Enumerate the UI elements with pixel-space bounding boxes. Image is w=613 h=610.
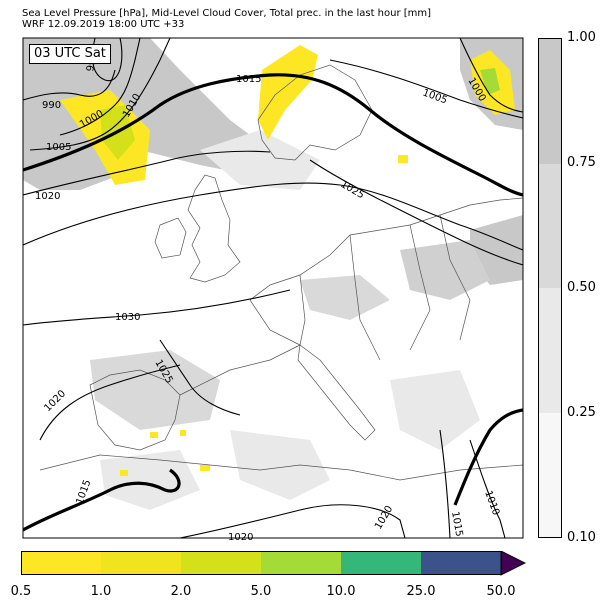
cloud-colorbar-band (539, 39, 561, 164)
precip-colorbar-segment (341, 551, 421, 575)
cloud-colorbar-band (539, 288, 561, 413)
coastline-africa (39, 454, 523, 481)
precip-tick-label: 0.5 (10, 584, 32, 599)
isobar-1015-bold-east (453, 408, 523, 506)
precip-tick-label: 1.0 (90, 584, 112, 599)
border (299, 274, 306, 346)
precip-colorbar-segment (181, 551, 261, 575)
precip-colorbar (21, 551, 526, 576)
isobar-990 (23, 69, 116, 101)
cloud-tick-label: 0.75 (567, 155, 596, 170)
isobar-1000-east (459, 38, 523, 113)
isobar-label: 1015 (236, 74, 261, 85)
precip-tick-label: 50.0 (486, 584, 516, 599)
precip-area (398, 155, 408, 163)
isobar-1000 (59, 38, 141, 136)
isobar-label: 1020 (228, 532, 253, 543)
precip-colorbar-segment (21, 551, 101, 575)
precip-tick-label: 25.0 (406, 584, 436, 599)
isobar-1015-east (439, 429, 451, 538)
border (409, 224, 431, 351)
precip-colorbar-frame (21, 551, 502, 575)
isobar-label: 1005 (46, 142, 71, 153)
isobar-1005 (29, 38, 171, 151)
cloud-tick-label: 0.10 (567, 530, 596, 545)
isobar-1015-bold (23, 73, 523, 197)
precip-area (258, 45, 318, 140)
cloud-area (23, 100, 130, 190)
precip-colorbar-segment (101, 551, 181, 575)
isobar-1005-east (329, 59, 523, 119)
cloud-area (400, 240, 490, 300)
cloud-area (390, 370, 480, 450)
coastline-britain (187, 174, 241, 283)
isobar-1025-west (23, 182, 523, 251)
map-frame (22, 37, 524, 539)
precip-area (180, 430, 186, 436)
precip-tick-label: 10.0 (326, 584, 356, 599)
coastline-italy (297, 344, 376, 441)
isobar-1020-south (39, 364, 181, 441)
border (349, 234, 381, 361)
cloud-area (23, 38, 270, 175)
cloud-area (300, 275, 390, 320)
isobar-1015-bold-south (23, 468, 181, 532)
precip-area (120, 470, 128, 476)
isobar-1020-bottom (179, 504, 406, 538)
cloud-area (90, 350, 220, 430)
precip-area (150, 432, 158, 438)
precip-colorbar-extend (500, 551, 526, 576)
isobars-thin (23, 38, 523, 538)
isobar-1020 (23, 150, 271, 196)
forecast-time-badge: 03 UTC Sat (29, 44, 111, 64)
precip-colorbar-segment (421, 551, 501, 575)
precip-colorbar-segment (261, 551, 341, 575)
isobar-1025 (309, 159, 523, 266)
cloud-area (100, 450, 200, 510)
border (439, 214, 471, 341)
isobar-label: 1030 (115, 312, 140, 323)
isobar-1015-mid (159, 339, 241, 416)
isobar-1030 (23, 289, 291, 326)
isobars-thick (23, 73, 523, 532)
coastline-mainland (249, 197, 523, 301)
isobar-label: 1015 (449, 511, 464, 538)
cloud-cover-colorbar (538, 38, 562, 538)
coastline-iberia (89, 369, 181, 451)
precip-area (200, 465, 210, 471)
isobar-label: 1020 (35, 191, 60, 202)
coastlines-layer (39, 64, 523, 481)
border (249, 299, 301, 346)
precip-area (480, 68, 500, 95)
cloud-tick-label: 0.50 (567, 280, 596, 295)
cloud-tick-label: 1.00 (567, 30, 596, 45)
cloud-colorbar-band (539, 163, 561, 288)
map-subtitle: WRF 12.09.2019 18:00 UTC +33 (22, 19, 185, 30)
border (179, 344, 301, 396)
precip-tick-label: 5.0 (250, 584, 272, 599)
cloud-area (230, 430, 330, 500)
cloud-tick-label: 0.25 (567, 405, 596, 420)
precip-tick-label: 2.0 (170, 584, 192, 599)
isobar-label: 990 (42, 100, 61, 111)
isobar-1010-east (469, 439, 506, 538)
cloud-area (200, 130, 320, 190)
cloud-cover-layer (23, 38, 523, 510)
coastline-ireland (154, 217, 187, 259)
cloud-colorbar-band (539, 412, 561, 537)
map-title: Sea Level Pressure [hPa], Mid-Level Clou… (22, 8, 432, 19)
